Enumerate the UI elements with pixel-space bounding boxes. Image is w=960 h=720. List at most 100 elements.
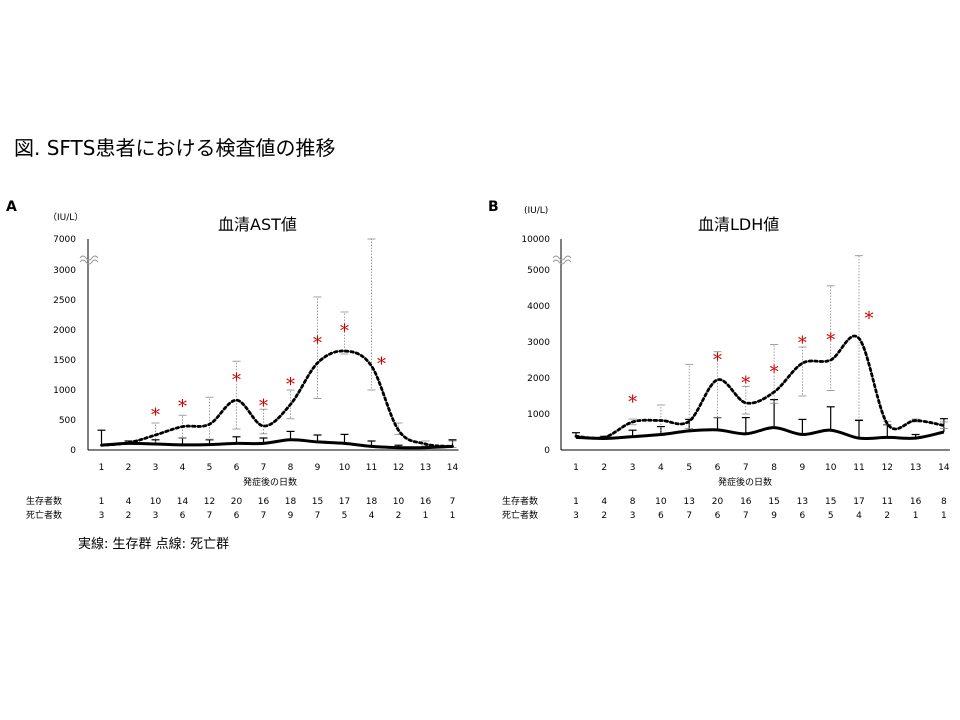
- pb-x-tick-label: 12: [882, 463, 893, 473]
- pa-y-tick-label: 2000: [53, 326, 76, 336]
- pb-x-tick-label: 9: [800, 463, 806, 473]
- pa-survivors-count: 12: [204, 497, 215, 507]
- pb-deaths-count: 6: [658, 511, 664, 521]
- pa-deaths-line: [100, 349, 454, 448]
- pb-y-tick-label: 4000: [527, 302, 550, 312]
- pa-x-tick-label: 5: [207, 463, 213, 473]
- pb-y-tick-label: 2000: [527, 374, 550, 384]
- pb-deaths-count: 1: [941, 511, 947, 521]
- pb-deaths-count: 7: [686, 511, 692, 521]
- pb-survivors-count: 15: [768, 497, 779, 507]
- pb-x-tick-label: 1: [573, 463, 579, 473]
- pb-survivors-count: 16: [910, 497, 922, 507]
- pa-deaths-count: 5: [342, 511, 348, 521]
- pa-survivors-count: 17: [339, 497, 350, 507]
- pa-significance-asterisk: *: [232, 370, 241, 391]
- pa-significance-asterisk: *: [259, 396, 268, 417]
- pb-survivors-count: 11: [882, 497, 893, 507]
- pb-x-tick-label: 10: [825, 463, 837, 473]
- pb-x-tick-label: 2: [601, 463, 607, 473]
- pa-y-tick-label: 0: [70, 446, 76, 456]
- pb-x-tick-label: 14: [938, 463, 950, 473]
- pa-x-tick-label: 14: [447, 463, 459, 473]
- pa-survivors-count: 4: [126, 497, 132, 507]
- pb-y-tick-label: 0: [544, 446, 550, 456]
- pa-x-tick-label: 11: [366, 463, 377, 473]
- pa-x-tick-label: 2: [126, 463, 132, 473]
- pa-deaths-count-label: 死亡者数: [26, 509, 62, 521]
- pa-x-tick-label: 3: [153, 463, 159, 473]
- pb-deaths-count-label: 死亡者数: [502, 509, 538, 521]
- pb-x-tick-label: 11: [853, 463, 864, 473]
- pa-y-tick-label: 1000: [53, 386, 76, 396]
- pb-x-tick-label: 4: [658, 463, 664, 473]
- pb-survivors-count: 4: [601, 497, 607, 507]
- pb-significance-asterisk: *: [741, 373, 750, 394]
- pb-x-tick-label: 5: [686, 463, 692, 473]
- pa-significance-asterisk: *: [286, 374, 295, 395]
- pa-deaths-count: 1: [423, 511, 429, 521]
- pa-deaths-count: 3: [153, 511, 159, 521]
- pa-deaths-count: 6: [180, 511, 186, 521]
- y-unit-label-b: (IU/L): [524, 206, 549, 216]
- pb-significance-asterisk: *: [865, 308, 874, 329]
- pa-survivors-count: 14: [177, 497, 189, 507]
- pb-deaths-count: 5: [828, 511, 834, 521]
- pb-deaths-count: 4: [856, 511, 862, 521]
- pb-survivors-count: 13: [683, 497, 694, 507]
- pb-y-tick-label: 5000: [527, 266, 550, 276]
- pa-significance-asterisk: *: [313, 333, 322, 354]
- pa-x-tick-label: 10: [339, 463, 351, 473]
- pb-survivors-line: [575, 426, 945, 441]
- panel-label-a: A: [6, 199, 17, 215]
- pb-y-tick-label: 10000: [521, 235, 550, 245]
- pb-deaths-count: 2: [884, 511, 890, 521]
- y-unit-label-a: （IU/L）: [48, 213, 84, 223]
- chart-title-ldh: 血清LDH値: [698, 215, 780, 234]
- pb-significance-asterisk: *: [798, 333, 807, 354]
- pa-y-tick-label: 500: [59, 416, 76, 426]
- chart-title-ast: 血清AST値: [218, 215, 297, 234]
- pa-significance-asterisk: *: [178, 397, 187, 418]
- pb-deaths-line: [574, 334, 946, 440]
- pa-survivors-count: 18: [366, 497, 378, 507]
- pb-significance-asterisk: *: [628, 392, 637, 413]
- legend-note: 実線: 生存群 点線: 死亡群: [78, 537, 230, 552]
- pa-deaths-count: 6: [234, 511, 240, 521]
- pb-x-tick-label: 7: [743, 463, 749, 473]
- pb-deaths-count: 3: [573, 511, 579, 521]
- pb-survivors-count-label: 生存者数: [502, 495, 538, 507]
- pb-survivors-count: 16: [740, 497, 752, 507]
- pa-y-tick-label: 1500: [53, 356, 76, 366]
- pa-x-tick-label: 6: [234, 463, 240, 473]
- pb-x-tick-label: 6: [715, 463, 721, 473]
- pa-x-axis-label: 発症後の日数: [243, 476, 297, 488]
- pa-deaths-count: 7: [315, 511, 321, 521]
- pa-survivors-count: 16: [258, 497, 270, 507]
- pb-axis-break-mark: [552, 255, 572, 261]
- pb-survivors-count: 20: [712, 497, 724, 507]
- pa-survivors-count: 10: [150, 497, 162, 507]
- pb-significance-asterisk: *: [713, 350, 722, 371]
- pa-survivors-count: 18: [285, 497, 297, 507]
- pa-x-tick-label: 1: [99, 463, 105, 473]
- pa-deaths-count: 9: [288, 511, 294, 521]
- pa-survivors-count: 16: [420, 497, 432, 507]
- pa-significance-asterisk: *: [340, 321, 349, 342]
- pa-axis-break-mark: [79, 255, 99, 261]
- pb-survivors-count: 15: [825, 497, 836, 507]
- pa-survivors-count: 15: [312, 497, 323, 507]
- pa-y-tick-label: 3000: [53, 266, 76, 276]
- pa-y-tick-label: 7000: [53, 235, 76, 245]
- pa-x-tick-label: 8: [288, 463, 294, 473]
- pb-survivors-count: 10: [655, 497, 667, 507]
- pb-deaths-count: 3: [630, 511, 636, 521]
- pa-y-tick-label: 2500: [53, 296, 76, 306]
- pb-survivors-count: 8: [941, 497, 947, 507]
- pa-survivors-count-label: 生存者数: [26, 495, 62, 507]
- pb-deaths-count: 7: [743, 511, 749, 521]
- pb-significance-asterisk: *: [826, 330, 835, 351]
- pb-x-axis-label: 発症後の日数: [718, 476, 772, 488]
- pb-y-tick-label: 1000: [527, 410, 550, 420]
